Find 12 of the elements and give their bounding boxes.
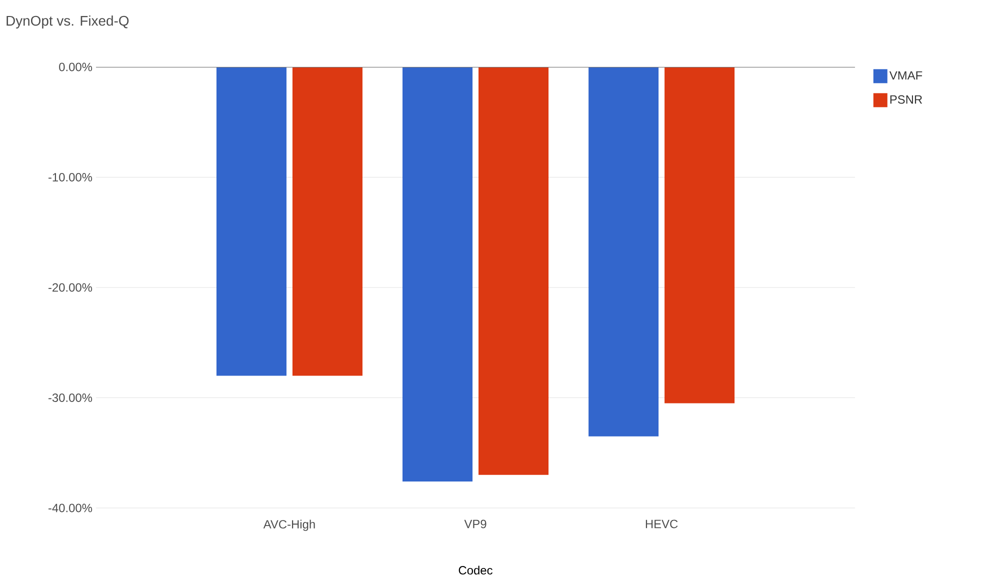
x-axis-title: Codec — [458, 566, 492, 575]
x-tick-label: AVC-High — [263, 520, 315, 531]
legend-label: PSNR — [890, 95, 922, 104]
chart-title: DynOpt vs. Fixed-Q — [6, 15, 129, 28]
x-tick-label: HEVC — [646, 520, 678, 528]
y-tick-label: -10.00% — [48, 173, 92, 182]
x-tick-label: VP9 — [464, 520, 486, 528]
y-tick-label: -20.00% — [48, 283, 92, 292]
legend-label: VMAF — [889, 71, 922, 80]
y-tick-label: 0.00% — [59, 62, 92, 72]
y-tick-label: -30.00% — [48, 394, 92, 402]
y-tick-label: -40.00% — [48, 504, 92, 512]
